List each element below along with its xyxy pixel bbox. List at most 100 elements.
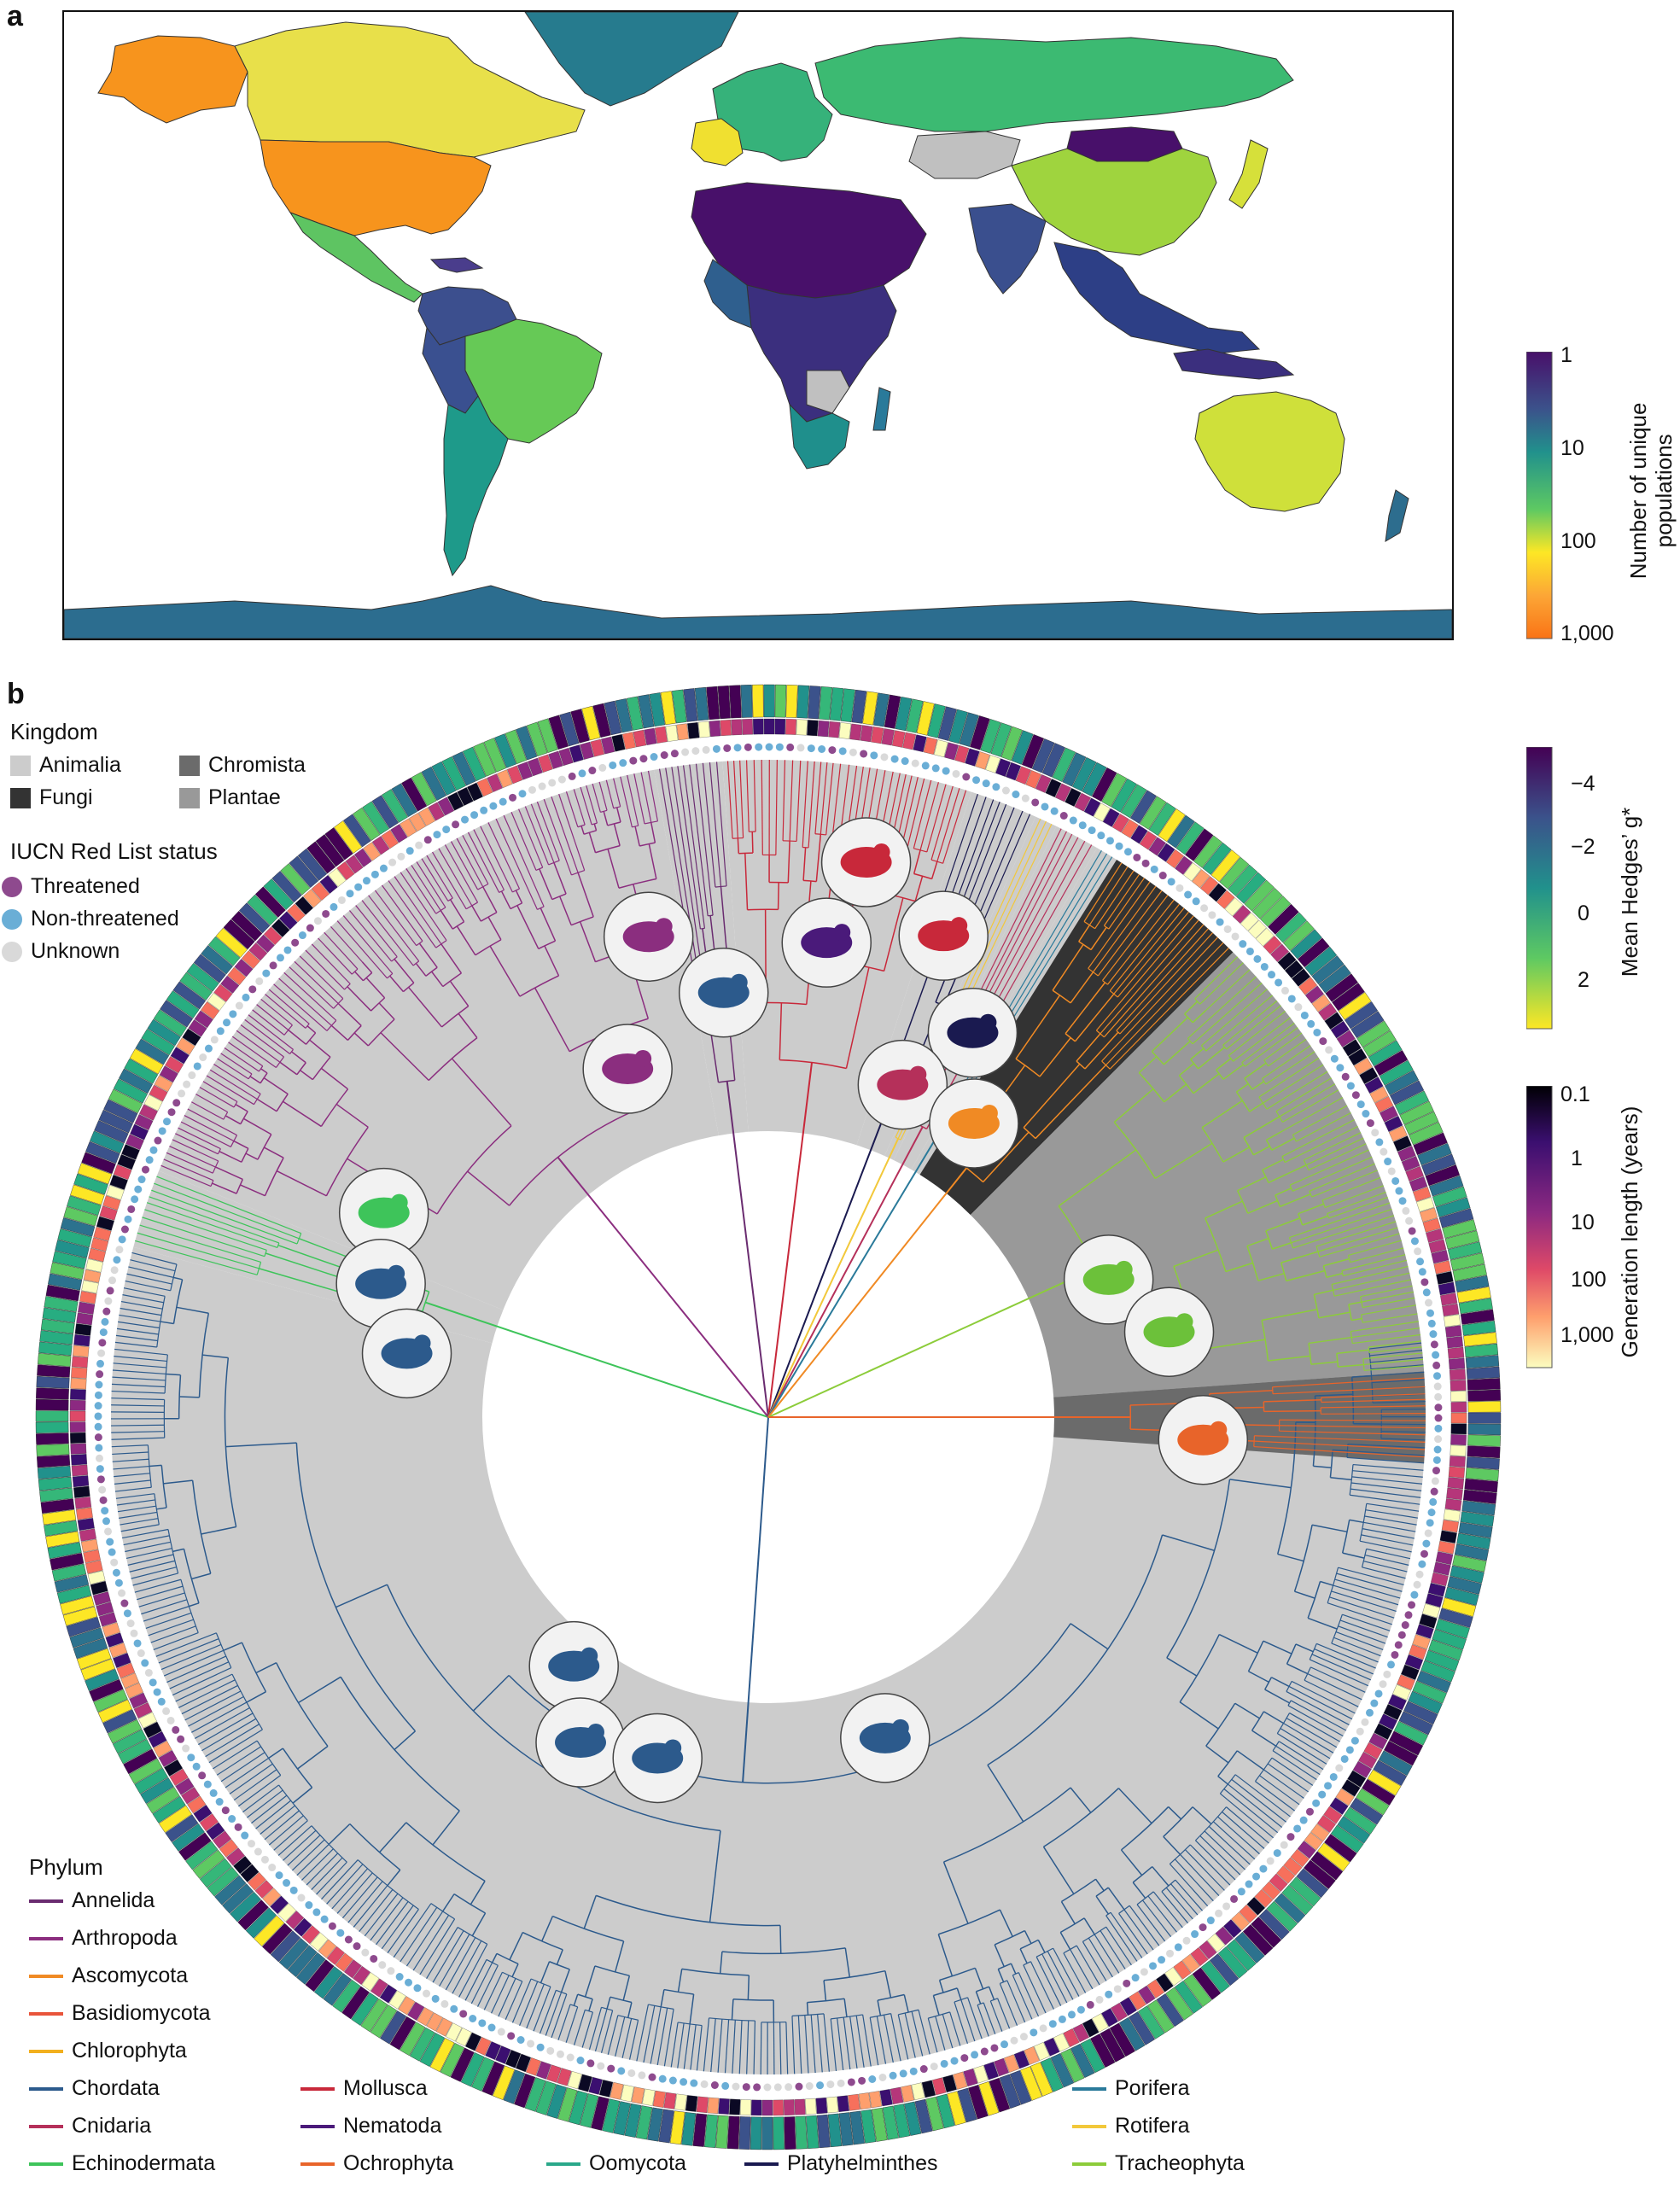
tree-tip-branch <box>393 1903 432 1958</box>
tree-tip-branch <box>115 1334 158 1342</box>
hedges-ring-segment <box>514 2073 536 2109</box>
tree-tip-branch <box>1325 1185 1384 1209</box>
tree-tip-branch <box>1334 1578 1401 1599</box>
tree-arc <box>233 1101 238 1108</box>
iucn-status-dot <box>120 1225 129 1234</box>
hedges-ring-segment <box>999 2074 1021 2109</box>
tree-tip-branch <box>1289 1202 1391 1239</box>
hedges-ring-segment <box>819 686 832 721</box>
generation-ring-segment <box>1013 2050 1030 2069</box>
tree-branch <box>1198 1047 1226 1070</box>
tree-tip-branch <box>1347 1450 1425 1456</box>
iucn-status-dot <box>586 2059 595 2068</box>
iucn-status-dot <box>1394 1641 1403 1649</box>
generation-ring-segment <box>1310 1823 1330 1842</box>
hedges-ring-segment <box>1460 1309 1495 1325</box>
tree-tip-branch <box>255 1800 292 1829</box>
generation-ring-segment <box>475 2037 492 2056</box>
hedges-ring-segment <box>1210 849 1240 883</box>
tree-tip-branch <box>224 1047 260 1072</box>
tree-branch <box>1168 1806 1182 1820</box>
phylum-label: Chordata <box>72 2076 160 2100</box>
hedges-ring-segment <box>431 761 457 796</box>
tree-branch <box>259 1268 338 1292</box>
iucn-legend-title: IUCN Red List status <box>10 838 218 864</box>
phylum-legend-item: Chordata <box>29 2076 160 2101</box>
hedges-ring-segment <box>112 1729 147 1754</box>
generation-ring-segment <box>129 1692 149 1709</box>
generation-ring-segment <box>995 758 1011 777</box>
generation-ring-segment <box>1263 936 1282 954</box>
hedges-ring-segment <box>681 2112 697 2146</box>
tree-tip-branch <box>1338 1567 1404 1586</box>
tree-tip-branch <box>381 1905 414 1950</box>
iucn-status-dot <box>1039 2024 1047 2033</box>
iucn-status-dot <box>108 1276 117 1285</box>
iucn-status-dot <box>1418 1560 1426 1568</box>
generation-ring-segment <box>193 1805 213 1823</box>
kingdom-legend-item: Animalia <box>10 753 121 778</box>
tree-arc <box>530 1978 551 1987</box>
hedges-ring-segment <box>729 685 742 719</box>
tree-branch <box>215 1166 243 1181</box>
iucn-status-dot <box>627 2069 636 2077</box>
tree-branch <box>1277 1553 1304 1562</box>
bird-icon <box>612 1713 703 1804</box>
tree-tip-branch <box>1338 1625 1386 1644</box>
generation-ring-segment <box>707 2097 720 2115</box>
generation-ring-segment <box>241 950 260 969</box>
hedges-ring-segment <box>39 1487 73 1503</box>
tree-tip-branch <box>890 2013 901 2062</box>
tree-tip-branch <box>1117 911 1189 998</box>
iucn-status-dot <box>1324 1782 1333 1790</box>
iucn-status-dot <box>528 785 536 794</box>
tree-tip-branch <box>1228 1010 1286 1056</box>
tree-tip-branch <box>753 760 756 832</box>
generation-ring-segment <box>79 1528 96 1542</box>
generation-ring-segment <box>113 1164 132 1180</box>
generation-ring-segment <box>1157 843 1175 862</box>
tree-tip-branch <box>467 832 500 893</box>
generation-ring-segment <box>1323 1806 1343 1824</box>
generation-ring-segment <box>176 1037 195 1055</box>
generation-ring-segment <box>536 2061 551 2080</box>
hedges-ring-segment <box>592 703 611 738</box>
tree-tip-branch <box>336 920 388 979</box>
tree-branch <box>1090 926 1107 950</box>
tree-tip-branch <box>1372 1379 1425 1384</box>
hedges-ring-segment <box>990 722 1012 757</box>
tree-arc <box>435 940 447 948</box>
tree-branch <box>1222 1147 1250 1163</box>
tree-branch <box>1263 1399 1321 1403</box>
hedges-ring-segment <box>73 1637 108 1660</box>
tree-tip-branch <box>1109 903 1181 991</box>
generation-ring-segment <box>1397 1146 1416 1162</box>
iucn-status-dot <box>1252 1872 1261 1881</box>
tree-root-branch <box>557 1156 769 1418</box>
tree-arc <box>1161 1879 1176 1893</box>
phylum-legend-item: Arthropoda <box>29 1926 178 1951</box>
tree-tip-branch <box>825 762 834 835</box>
generation-ring-segment <box>116 1662 136 1678</box>
tree-tip-branch <box>160 1164 212 1187</box>
tree-arc <box>1307 1581 1321 1619</box>
hedges-ring-segment <box>649 692 666 727</box>
hedges-ring-segment <box>1235 872 1267 904</box>
iucn-label: Non-threatened <box>31 907 179 931</box>
tree-root-branch <box>767 1167 967 1418</box>
iucn-status-dot <box>361 1948 370 1957</box>
iucn-status-dot <box>1294 1003 1303 1012</box>
tree-tip-branch <box>195 1707 250 1739</box>
generation-ring-segment <box>1383 1704 1403 1720</box>
tree-arc <box>435 907 446 914</box>
iucn-status-dot <box>99 1328 108 1337</box>
hedges-ring-segment <box>50 1553 85 1571</box>
tree-tip-branch <box>600 2010 614 2053</box>
phylum-label: Platyhelminthes <box>787 2151 938 2175</box>
hedges-ring-segment <box>296 1952 326 1985</box>
hedges-ring-segment <box>957 2087 977 2123</box>
generation-ring-segment <box>729 2098 741 2115</box>
generation-ring-segment <box>120 1672 139 1689</box>
tree-tip-branch <box>640 772 652 823</box>
iucn-status-dot <box>556 2050 564 2058</box>
